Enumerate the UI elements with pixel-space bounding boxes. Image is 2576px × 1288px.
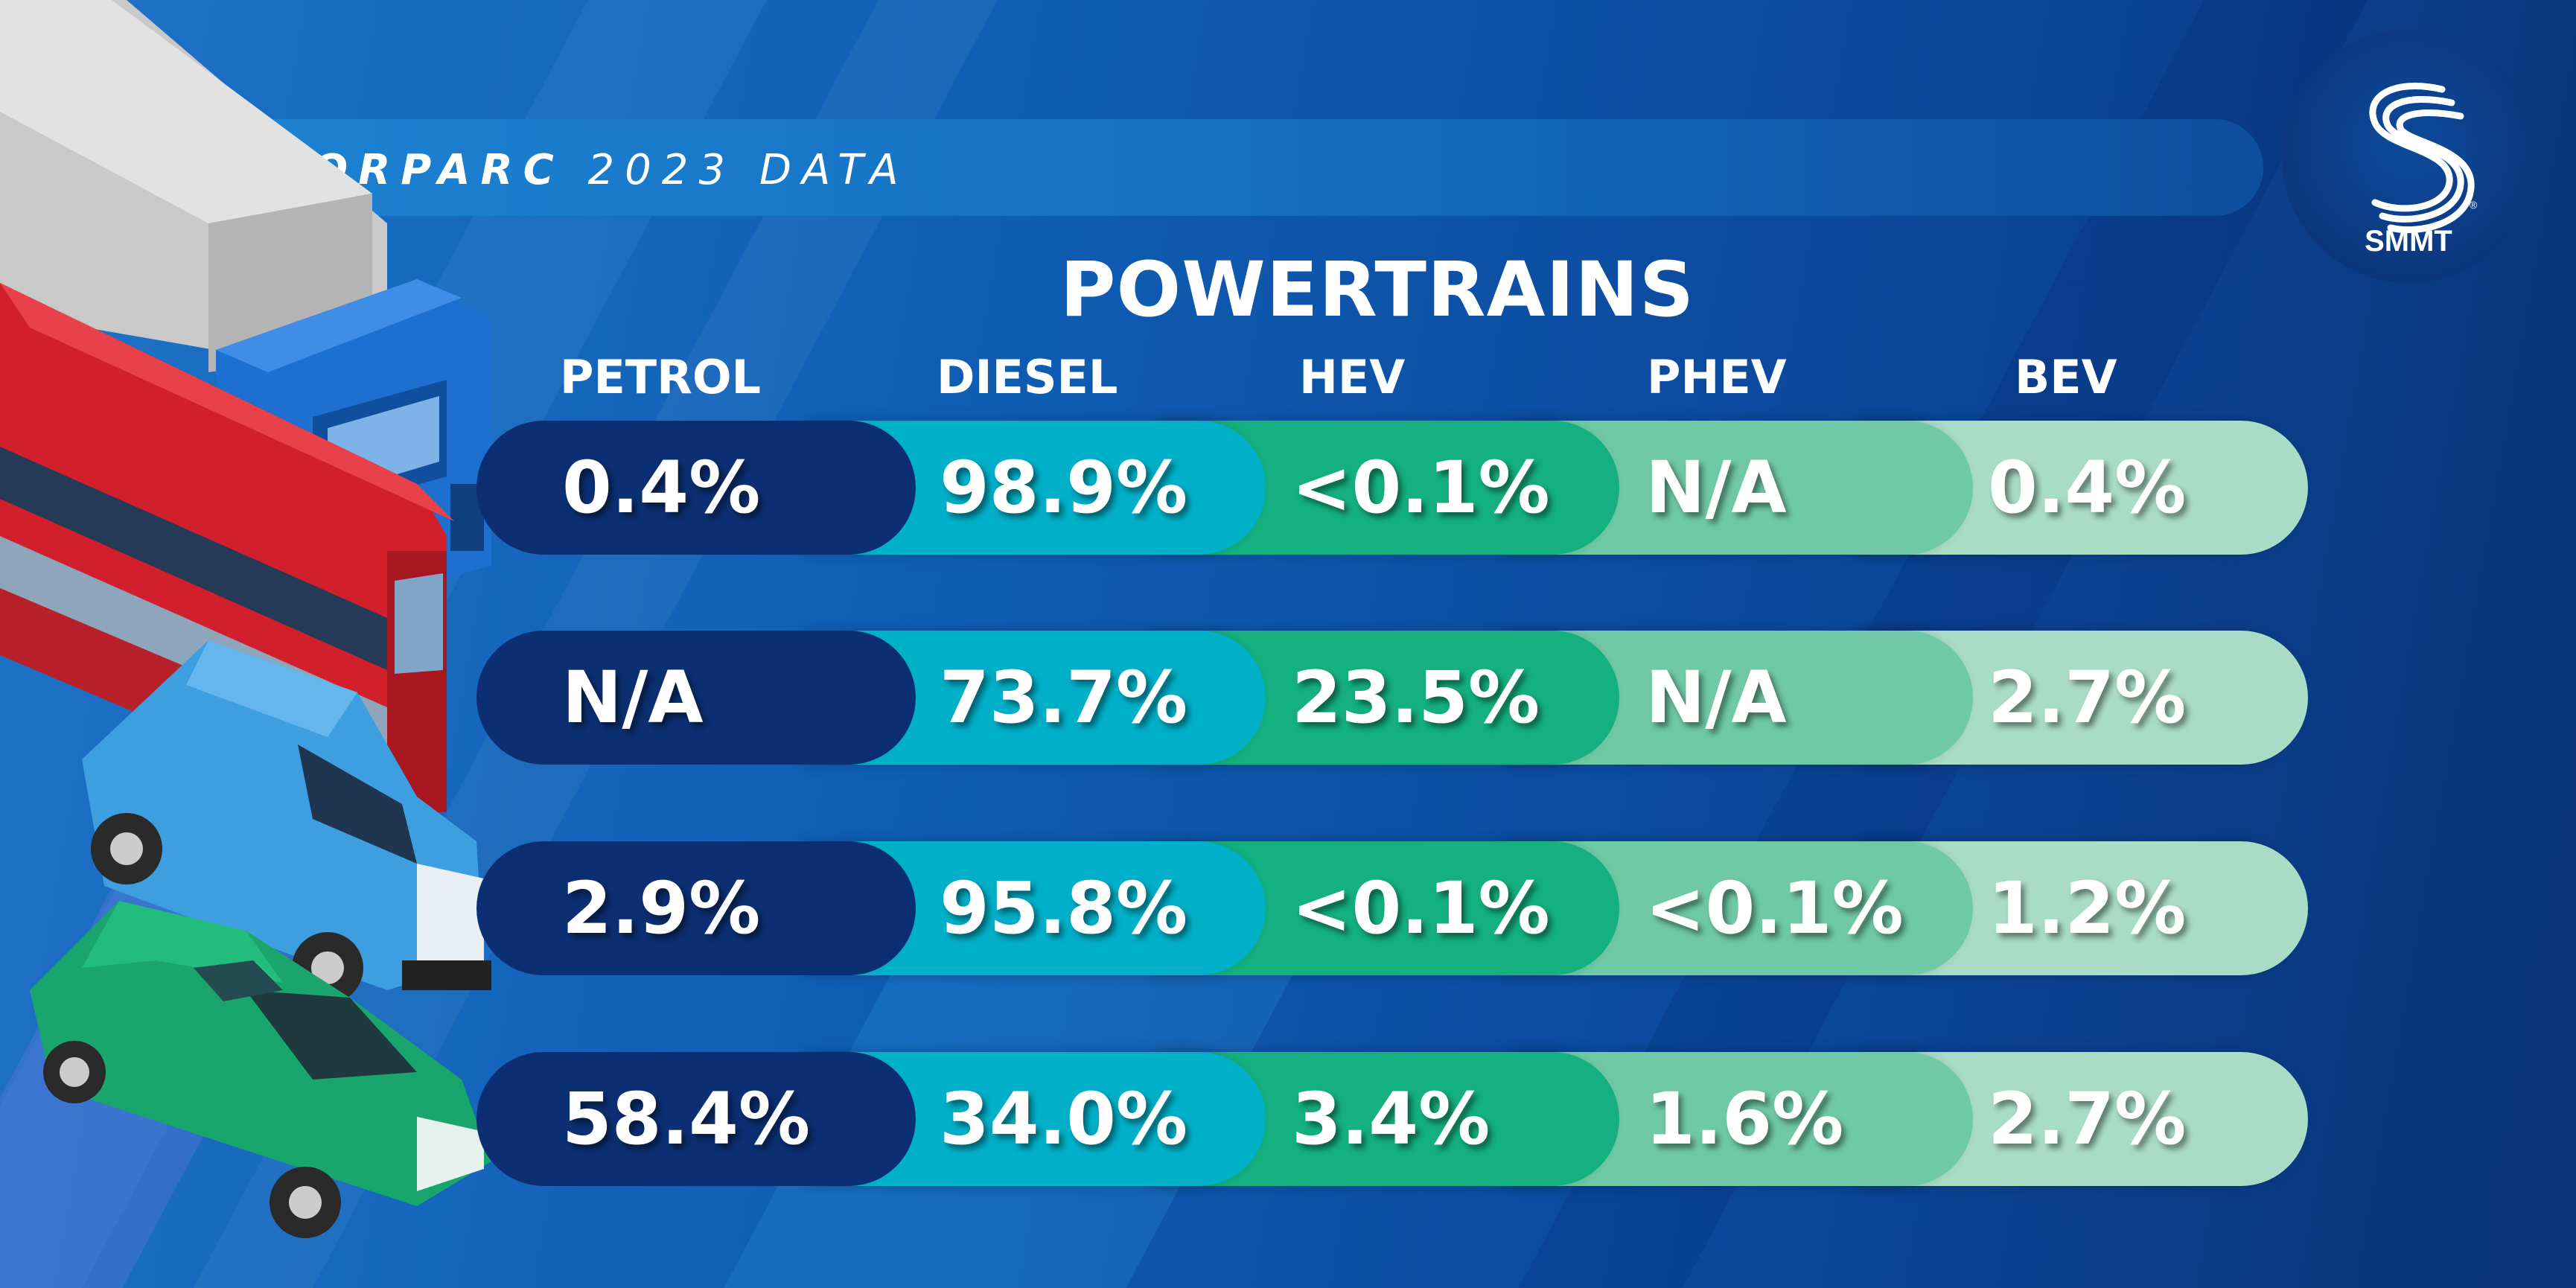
van-icon [82,640,491,1004]
logo-text: SMMT [2365,225,2452,258]
smmt-s-icon: ® [2369,83,2478,234]
hev-value: <0.1% [1292,867,1550,950]
column-header-hev: HEV [1299,350,1406,404]
bev-value: 1.2% [1988,867,2187,950]
smmt-logo: ® SMMT [2282,30,2535,283]
hev-value: 3.4% [1292,1077,1491,1161]
data-row-truck: 0.4% 98.9% <0.1% N/A 0.4% [476,421,2308,555]
bev-value: 2.7% [1988,656,2187,739]
phev-value: <0.1% [1645,867,1904,950]
column-header-diesel: DIESEL [937,350,1118,404]
diesel-value: 95.8% [940,867,1188,950]
phev-value: 1.6% [1645,1077,1844,1161]
phev-value: N/A [1645,656,1787,739]
diesel-value: 34.0% [940,1077,1188,1161]
hev-value: <0.1% [1292,446,1550,529]
diesel-value: 98.9% [940,446,1188,529]
diesel-value: 73.7% [940,656,1188,739]
petrol-cell [476,1052,916,1186]
petrol-cell [476,841,916,975]
petrol-value: 0.4% [562,446,761,529]
hev-value: 23.5% [1292,656,1540,739]
bev-value: 2.7% [1988,1077,2187,1161]
column-header-petrol: PETROL [560,350,762,404]
column-header-phev: PHEV [1647,350,1787,404]
petrol-cell [476,631,916,765]
column-header-bev: BEV [2015,350,2117,404]
petrol-value: 58.4% [562,1077,811,1161]
svg-text:®: ® [2470,199,2478,211]
data-row-van: 2.9% 95.8% <0.1% <0.1% 1.2% [476,841,2308,975]
car-icon [30,901,491,1238]
bev-value: 0.4% [1988,446,2187,529]
section-heading: POWERTRAINS [1059,246,1695,334]
header-banner [0,119,2263,216]
petrol-cell [476,421,916,555]
data-row-car: 58.4% 34.0% 3.4% 1.6% 2.7% [476,1052,2308,1186]
banner-title-rest: 2023 DATA [587,146,909,194]
vehicles-illustration [0,0,491,1238]
phev-value: N/A [1645,446,1787,529]
petrol-value: 2.9% [562,867,761,950]
petrol-value: N/A [562,656,704,739]
data-row-bus: N/A 73.7% 23.5% N/A 2.7% [476,631,2308,765]
